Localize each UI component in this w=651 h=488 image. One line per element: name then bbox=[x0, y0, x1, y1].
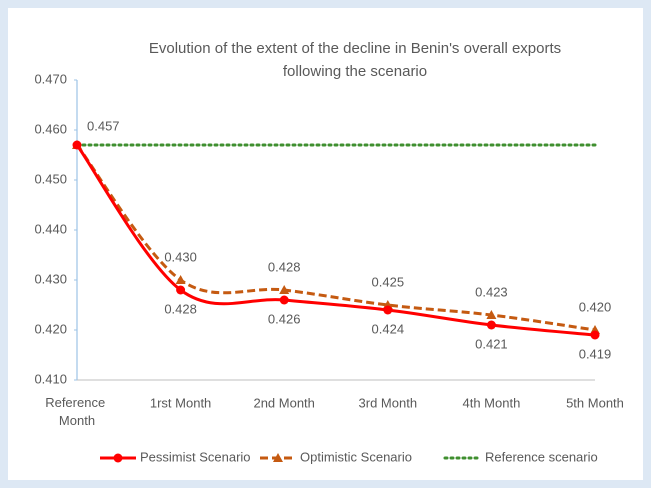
data-label: 0.423 bbox=[475, 284, 508, 299]
y-tick-label: 0.460 bbox=[34, 121, 67, 136]
series-line bbox=[75, 144, 596, 337]
data-label: 0.457 bbox=[87, 118, 120, 133]
x-tick-label: 4th Month bbox=[462, 395, 520, 410]
series-line bbox=[75, 144, 596, 332]
point bbox=[72, 140, 82, 150]
data-label: 0.425 bbox=[372, 274, 405, 289]
data-label: 0.428 bbox=[268, 259, 301, 274]
data-label: 0.424 bbox=[372, 321, 405, 336]
point bbox=[590, 330, 600, 340]
x-tick-label: Reference Month bbox=[45, 395, 109, 428]
point bbox=[176, 285, 186, 295]
x-tick-label: 5th Month bbox=[566, 395, 624, 410]
point bbox=[175, 275, 186, 284]
data-label: 0.426 bbox=[268, 311, 301, 326]
chart-title: Evolution of the extent of the decline i… bbox=[149, 40, 561, 57]
point bbox=[383, 305, 393, 315]
y-tick-label: 0.430 bbox=[34, 271, 67, 286]
y-tick-label: 0.440 bbox=[34, 221, 67, 236]
x-tick-label: 3rd Month bbox=[359, 395, 418, 410]
chart-panel bbox=[8, 8, 643, 480]
x-tick-label: 2nd Month bbox=[253, 395, 314, 410]
chart-title: following the scenario bbox=[283, 63, 427, 80]
legend-label: Optimistic Scenario bbox=[300, 449, 412, 464]
data-label: 0.428 bbox=[164, 301, 197, 316]
y-tick-label: 0.450 bbox=[34, 171, 67, 186]
point bbox=[279, 285, 290, 294]
data-label: 0.421 bbox=[475, 336, 508, 351]
legend-marker bbox=[273, 453, 283, 462]
x-tick-label: 1rst Month bbox=[150, 395, 211, 410]
legend-marker bbox=[113, 453, 123, 463]
point bbox=[486, 310, 497, 319]
data-label: 0.430 bbox=[164, 249, 197, 264]
data-label: 0.420 bbox=[579, 299, 612, 314]
y-tick-label: 0.470 bbox=[34, 71, 67, 86]
legend-label: Pessimist Scenario bbox=[140, 449, 251, 464]
point bbox=[486, 320, 496, 330]
legend-label: Reference scenario bbox=[485, 449, 598, 464]
data-label: 0.419 bbox=[579, 346, 612, 361]
y-tick-label: 0.410 bbox=[34, 371, 67, 386]
point bbox=[279, 295, 289, 305]
y-tick-label: 0.420 bbox=[34, 321, 67, 336]
